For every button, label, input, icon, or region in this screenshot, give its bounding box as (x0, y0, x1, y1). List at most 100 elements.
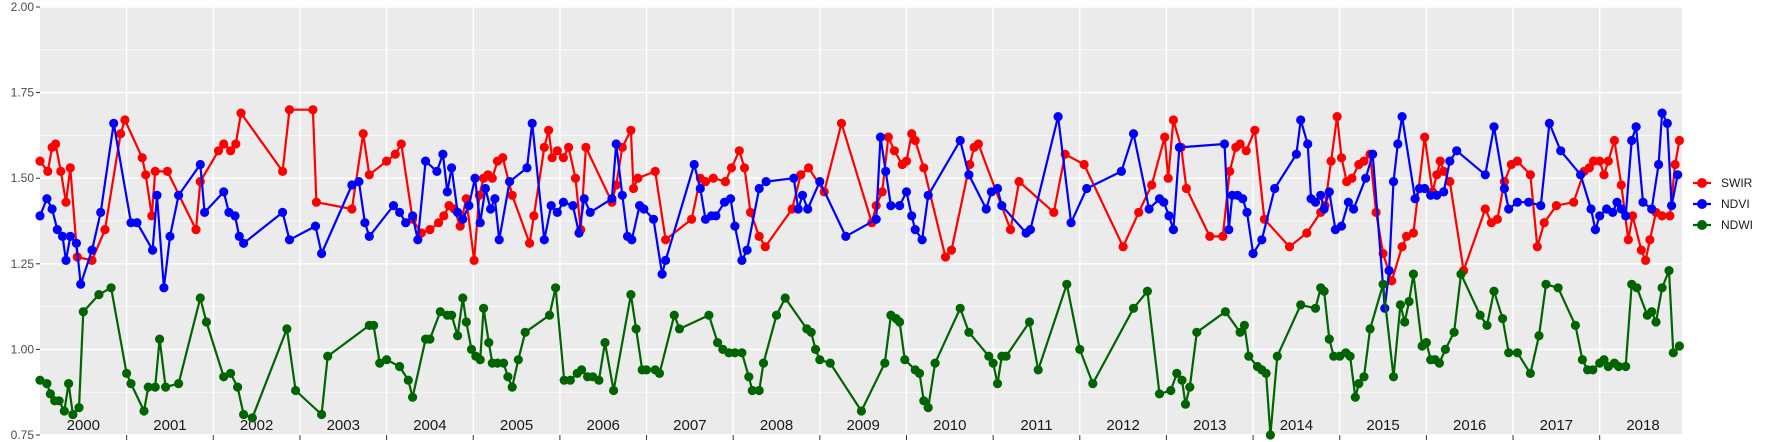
data-point (1388, 372, 1399, 382)
data-point (1336, 221, 1347, 231)
data-point (1075, 344, 1085, 354)
data-point (1218, 231, 1228, 241)
y-tick-label: 1.25 (11, 257, 35, 271)
data-point (432, 166, 442, 176)
data-point (1261, 368, 1271, 378)
data-point (1134, 207, 1144, 217)
data-point (461, 194, 471, 204)
data-point (507, 382, 517, 392)
data-point (442, 187, 452, 197)
data-point (1284, 242, 1295, 252)
year-label: 2002 (240, 417, 273, 434)
data-point (1432, 190, 1442, 200)
data-point (475, 355, 485, 365)
data-point (1408, 269, 1418, 279)
data-point (284, 105, 295, 115)
year-label: 2006 (587, 417, 620, 434)
data-point (354, 177, 364, 187)
data-point (796, 170, 806, 180)
data-point (594, 375, 604, 385)
data-point (1631, 122, 1641, 132)
data-point (1536, 201, 1546, 211)
data-point (1539, 218, 1549, 228)
data-point (388, 201, 399, 211)
data-point (1616, 204, 1626, 214)
data-point (1482, 320, 1492, 330)
data-point (1614, 361, 1624, 372)
data-point (1480, 170, 1490, 180)
data-point (1524, 197, 1534, 207)
data-point (648, 214, 659, 224)
data-point (661, 255, 671, 265)
data-point (35, 375, 45, 385)
data-point (1612, 197, 1622, 207)
data-point (760, 242, 770, 252)
year-label: 2018 (1626, 417, 1659, 434)
data-point (490, 194, 500, 204)
data-point (1079, 159, 1089, 170)
data-point (395, 207, 405, 217)
data-point (544, 125, 554, 135)
data-point (992, 183, 1003, 194)
data-point (1420, 132, 1430, 142)
data-point (1324, 187, 1334, 197)
data-point (711, 211, 721, 221)
data-point (880, 358, 890, 368)
data-point (661, 235, 671, 245)
data-point (480, 183, 490, 194)
year-label: 2014 (1280, 417, 1313, 434)
data-point (654, 368, 665, 378)
data-point (1345, 351, 1355, 361)
data-point (1595, 156, 1605, 166)
data-point (1609, 135, 1619, 146)
data-point (1359, 156, 1369, 166)
data-point (1172, 368, 1182, 378)
data-point (505, 177, 515, 187)
axes: 0.75 1.00 1.25 1.50 1.75 2.00 2000 2001 2002 2003… (11, 0, 1660, 442)
data-point (815, 177, 825, 187)
data-point (1674, 341, 1684, 351)
data-point (1205, 231, 1215, 241)
data-point (1174, 142, 1184, 152)
data-point (1544, 118, 1554, 128)
data-point (1668, 348, 1678, 358)
data-point (1142, 286, 1152, 296)
data-point (1250, 125, 1260, 135)
data-point (611, 139, 621, 149)
data-point (475, 218, 485, 228)
data-point (284, 235, 295, 245)
data-point (964, 170, 974, 180)
data-point (150, 166, 160, 176)
data-point (1332, 112, 1342, 122)
data-point (347, 204, 357, 214)
data-point (1053, 112, 1063, 122)
data-point (219, 139, 229, 149)
data-point (150, 382, 160, 392)
data-point (1168, 115, 1178, 125)
data-point (458, 214, 468, 224)
series-line (39, 108, 1681, 282)
series-swir (35, 105, 1684, 286)
data-point (494, 235, 504, 245)
data-point (106, 283, 116, 293)
data-point (71, 238, 81, 248)
data-point (886, 201, 896, 211)
data-point (453, 207, 463, 217)
data-point (291, 385, 301, 396)
data-point (219, 187, 229, 197)
data-point (600, 338, 610, 348)
data-point (1480, 204, 1490, 214)
data-point (317, 409, 327, 420)
data-point (1361, 173, 1371, 183)
data-point (64, 379, 74, 389)
data-point (364, 231, 374, 241)
data-point (754, 385, 764, 396)
data-point (78, 307, 88, 317)
data-point (1400, 317, 1410, 327)
data-point (139, 406, 149, 416)
data-point (687, 214, 697, 224)
data-point (1636, 245, 1646, 255)
data-point (739, 163, 750, 173)
data-point (132, 218, 142, 228)
